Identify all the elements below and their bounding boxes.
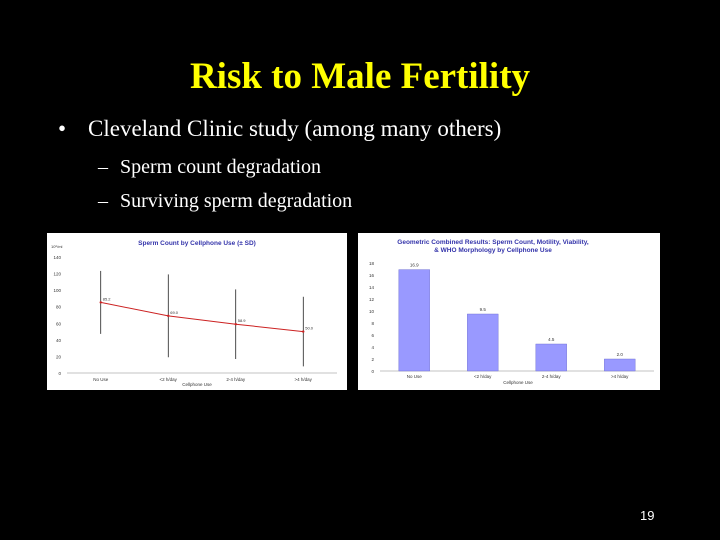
y-tick-label: 80 [56,305,62,310]
y-tick-label: 100 [53,288,61,293]
data-point [234,322,237,326]
bar [535,343,567,372]
y-tick-label: 12 [369,297,375,302]
x-tick-label: No Use [407,374,423,379]
y-tick-label: 0 [58,371,61,376]
y-tick-label: 20 [56,354,62,359]
y-tick-label: 18 [369,261,375,266]
x-tick-label: No Use [93,377,109,382]
x-tick-label: >4 h/day [611,374,629,379]
y-tick-label: 6 [371,333,374,338]
x-axis-label: Cellphone Use [503,380,533,385]
y-tick-label: 14 [369,285,375,290]
data-label: 69.0 [170,310,179,315]
y-tick-label: 10 [369,309,375,314]
x-tick-label: 2-4 h/day [226,377,246,382]
sub-bullet-text: Sperm count degradation [120,156,322,178]
x-tick-label: <2 h/day [160,377,178,382]
line-chart-svg: Sperm Count by Cellphone Use (± SD) 10⁶/m… [51,240,337,387]
y-axis-label: 10⁶/ml [51,244,63,249]
x-axis-label: Cellphone Use [182,382,212,387]
y-tick-label: 8 [371,321,374,326]
chart-title: Sperm Count by Cellphone Use (± SD) [138,240,256,247]
sub-bullet-text: Surviving sperm degradation [120,190,353,212]
bar [467,313,499,372]
chart-title: Geometric Combined Results: Sperm Count,… [397,239,589,246]
bullet-text: Cleveland Clinic study (among many other… [88,116,502,141]
y-tick-label: 60 [56,321,62,326]
data-label: 2.0 [617,352,624,357]
data-label: 4.5 [548,337,555,342]
sub-bullet-item: – Sperm count degradation [98,156,321,179]
data-label: 58.9 [238,318,247,323]
y-tick-label: 4 [371,345,374,350]
y-tick-label: 40 [56,338,62,343]
data-label: 9.5 [480,307,487,312]
bar [398,269,430,372]
page-number: 19 [640,508,655,523]
y-tick-label: 2 [371,357,374,362]
y-tick-label: 0 [371,369,374,374]
data-label: 85.2 [103,296,112,301]
y-tick-label: 16 [369,273,375,278]
series-line [100,301,304,333]
x-tick-label: 2-4 h/day [542,374,562,379]
sub-bullet-marker: – [98,190,108,212]
y-tick-label: 140 [53,255,61,260]
bullet-marker: • [58,116,67,141]
x-tick-label: >4 h/day [295,377,313,382]
data-point [302,330,305,333]
bullet-item: • Cleveland Clinic study (among many othe… [58,116,501,142]
y-tick-label: 120 [53,272,61,277]
sperm-count-line-chart: Sperm Count by Cellphone Use (± SD) 10⁶/m… [47,233,347,390]
chart-title: & WHO Morphology by Cellphone Use [434,247,552,254]
slide-title: Risk to Male Fertility [189,56,531,97]
data-label: 16.9 [410,263,419,268]
data-point [99,301,102,304]
data-label: 50.0 [305,326,314,331]
bar [604,358,636,372]
data-point [167,314,170,318]
bar-chart-svg: Geometric Combined Results: Sperm Count,… [369,239,654,385]
sub-bullet-item: – Surviving sperm degradation [98,190,352,213]
combined-results-bar-chart: Geometric Combined Results: Sperm Count,… [358,233,660,390]
sub-bullet-marker: – [98,156,108,178]
x-tick-label: <2 h/day [474,374,492,379]
